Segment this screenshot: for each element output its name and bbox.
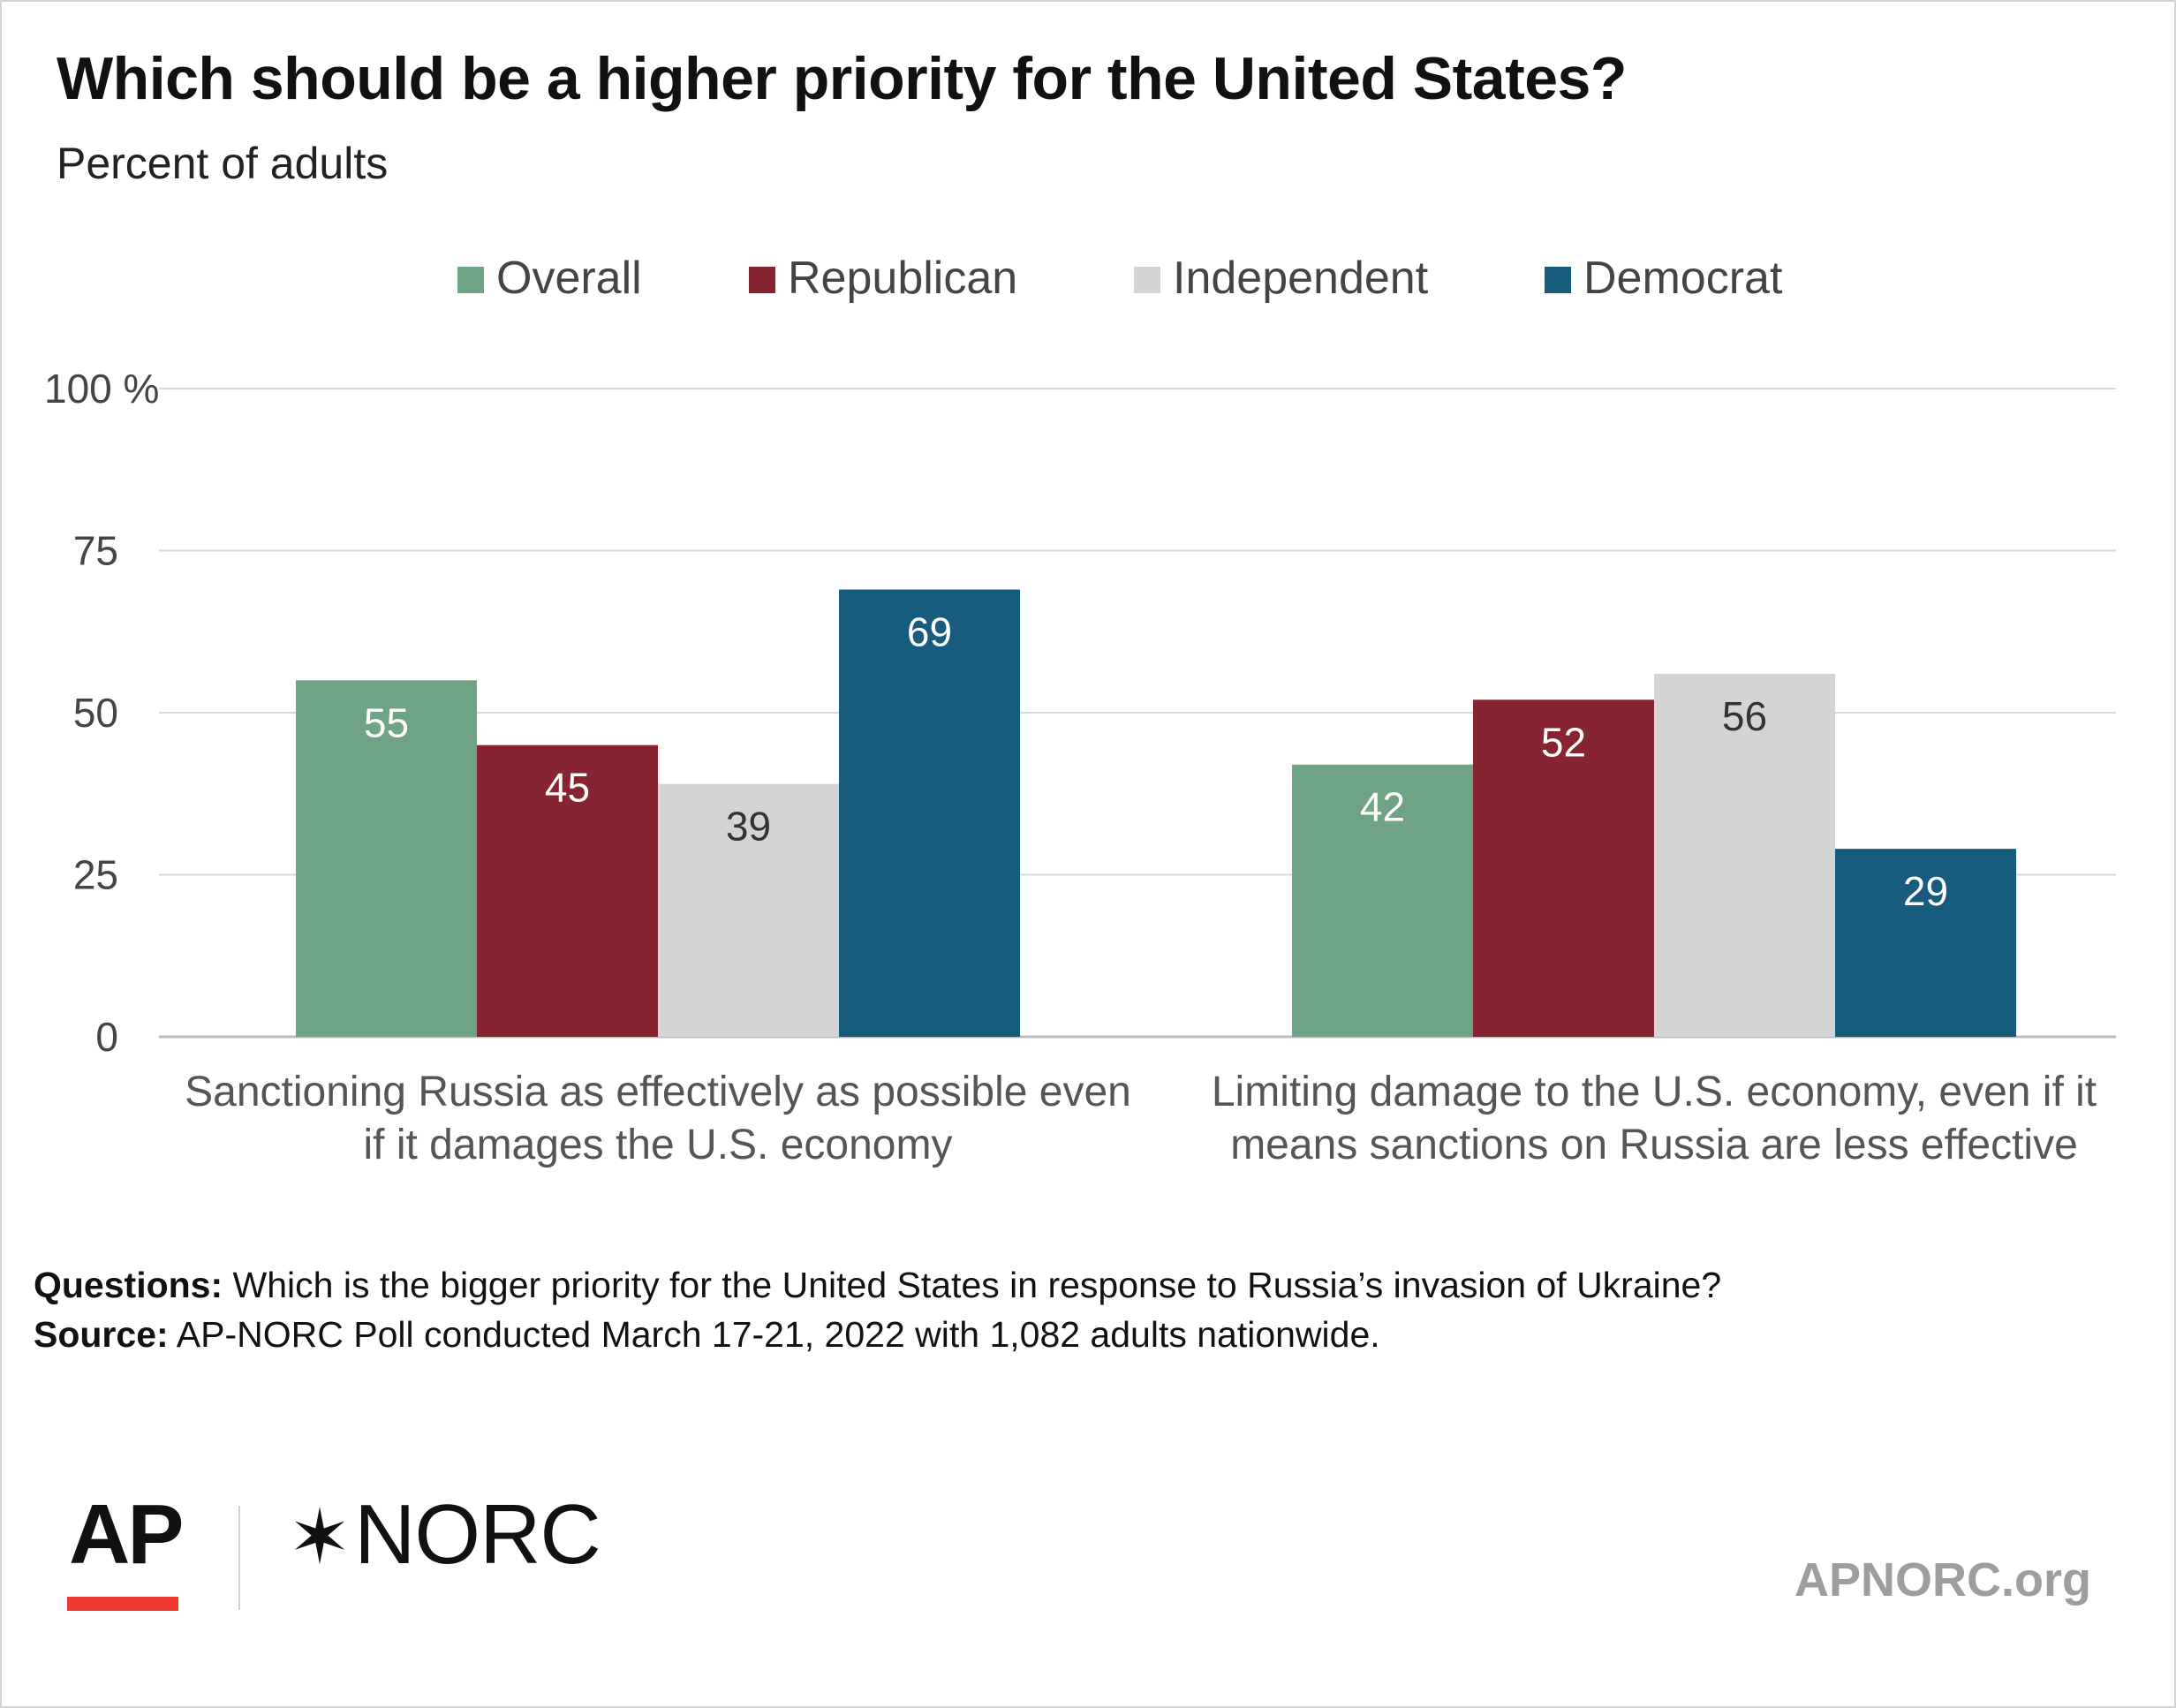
bar xyxy=(658,783,839,1037)
source-text: AP-NORC Poll conducted March 17-21, 2022… xyxy=(168,1314,1380,1355)
legend-label: Republican xyxy=(788,253,1017,304)
chart-title: Which should be a higher priority for th… xyxy=(57,45,1627,112)
legend-label: Independent xyxy=(1173,253,1429,304)
bar xyxy=(839,589,1020,1037)
bar-value-label: 42 xyxy=(1360,784,1405,830)
bar xyxy=(1654,673,1835,1037)
legend-swatch xyxy=(457,267,484,293)
y-tick-label: 0 xyxy=(95,1014,118,1060)
questions-text: Which is the bigger priority for the Uni… xyxy=(223,1265,1722,1305)
ap-logo: AP xyxy=(69,1487,184,1582)
bar-value-label: 45 xyxy=(545,765,590,811)
bar-value-label: 39 xyxy=(726,804,771,850)
legend-label: Overall xyxy=(496,253,642,304)
x-category-label: if it damages the U.S. economy xyxy=(364,1122,953,1168)
logo-divider xyxy=(238,1506,240,1610)
questions-note: Questions: Which is the bigger priority … xyxy=(34,1265,1721,1306)
bar-value-label: 56 xyxy=(1722,693,1767,739)
bar xyxy=(296,680,477,1037)
y-tick-label: 25 xyxy=(73,852,118,898)
ap-logo-underline xyxy=(67,1597,178,1611)
norc-logo: ✶NORC xyxy=(288,1493,601,1577)
bar xyxy=(1292,764,1473,1037)
legend-swatch xyxy=(1134,267,1160,293)
bar-chart: Overall Republican Independent Democrat 0 25 5… xyxy=(44,253,2116,1168)
bar xyxy=(1835,849,2016,1037)
bar xyxy=(477,744,658,1037)
bar xyxy=(1473,699,1654,1037)
bar-value-label: 55 xyxy=(364,699,409,745)
x-category-label: Sanctioning Russia as effectively as pos… xyxy=(185,1069,1131,1115)
legend-swatch xyxy=(749,267,775,293)
bar-value-label: 52 xyxy=(1541,719,1586,765)
chart-subtitle: Percent of adults xyxy=(57,139,389,188)
bar-value-label: 69 xyxy=(907,609,952,655)
y-tick-label: 75 xyxy=(73,528,118,574)
legend-label: Democrat xyxy=(1583,253,1783,304)
x-category-label: Limiting damage to the U.S. economy, eve… xyxy=(1212,1069,2097,1115)
site-url: APNORC.org xyxy=(1794,1553,2091,1606)
norc-logo-text: NORC xyxy=(354,1487,601,1582)
bar-value-label: 29 xyxy=(1903,868,1948,914)
norc-star-icon: ✶ xyxy=(288,1495,351,1580)
y-tick-label: 50 xyxy=(73,690,118,736)
y-tick-label: 100 % xyxy=(44,366,159,412)
questions-label: Questions: xyxy=(34,1265,223,1305)
source-note: Source: AP-NORC Poll conducted March 17-… xyxy=(34,1314,1380,1356)
source-label: Source: xyxy=(34,1314,169,1355)
legend-swatch xyxy=(1545,267,1571,293)
x-category-label: means sanctions on Russia are less effec… xyxy=(1230,1122,2078,1168)
